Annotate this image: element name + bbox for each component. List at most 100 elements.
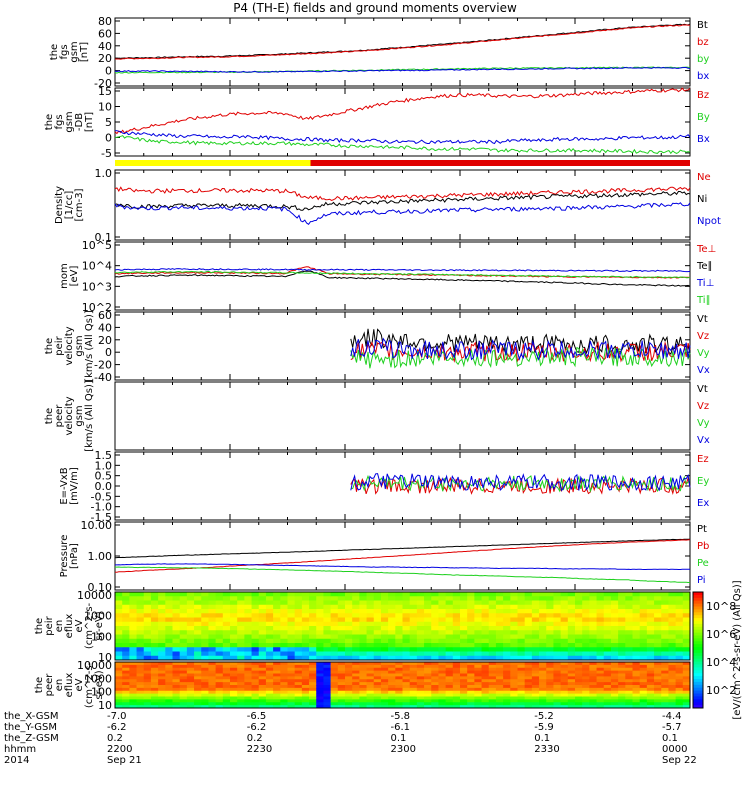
heatmap-cell — [546, 673, 554, 677]
heatmap-cell — [208, 621, 217, 627]
heatmap-cell — [654, 630, 662, 635]
colorbar-swatch — [693, 597, 703, 602]
heatmap-cell — [474, 638, 483, 644]
heatmap-cell — [352, 613, 360, 618]
heatmap-cell — [575, 643, 583, 648]
heatmap-cell — [618, 696, 626, 700]
heatmap-cell — [330, 662, 339, 666]
heatmap-cell — [230, 643, 238, 648]
heatmap-cell — [539, 592, 547, 597]
heatmap-cell — [215, 670, 224, 674]
heatmap-cell — [273, 630, 281, 635]
heatmap-cell — [467, 604, 475, 610]
heatmap-cell — [531, 702, 540, 706]
legend-entry: bx — [697, 71, 709, 82]
heatmap-cell — [179, 705, 188, 709]
heatmap-cell — [366, 609, 375, 614]
heatmap-cell — [553, 626, 562, 631]
y-tick-label: 0 — [105, 132, 112, 145]
heatmap-cell — [230, 690, 238, 695]
heatmap-cell — [337, 617, 346, 623]
heatmap-cell — [675, 687, 684, 692]
heatmap-cell — [517, 693, 526, 697]
heatmap-cell — [467, 690, 475, 695]
heatmap-cell — [675, 655, 684, 661]
heatmap-cell — [589, 596, 598, 601]
heatmap-cell — [431, 638, 439, 644]
heatmap-cell — [409, 617, 418, 623]
heatmap-cell — [668, 705, 677, 709]
heatmap-cell — [452, 705, 461, 709]
heatmap-cell — [460, 647, 468, 652]
heatmap-cell — [330, 630, 339, 635]
heatmap-cell — [380, 655, 389, 661]
heatmap-cell — [352, 670, 360, 674]
heatmap-cell — [510, 687, 518, 692]
heatmap-cell — [395, 604, 403, 610]
heatmap-cell — [517, 699, 526, 703]
heatmap-cell — [474, 630, 483, 635]
heatmap-cell — [668, 696, 677, 700]
heatmap-cell — [503, 613, 511, 618]
heatmap-cell — [345, 662, 353, 666]
heatmap-cell — [115, 685, 123, 689]
heatmap-cell — [452, 596, 461, 601]
heatmap-cell — [388, 690, 396, 695]
heatmap-cell — [316, 699, 324, 703]
heatmap-cell — [388, 664, 396, 669]
heatmap-cell — [186, 617, 195, 623]
heatmap-cell — [222, 690, 231, 695]
heatmap-cell — [316, 702, 324, 706]
heatmap-cell — [237, 685, 245, 689]
y-tick-label: 20 — [98, 52, 112, 65]
heatmap-cell — [460, 621, 468, 627]
heatmap-cell — [150, 592, 159, 597]
heatmap-cell — [380, 693, 389, 697]
heatmap-cell — [610, 617, 619, 623]
heatmap-cell — [575, 693, 583, 697]
legend-entry: Ez — [697, 454, 709, 465]
y-axis-label: sr-eV) — [94, 611, 105, 640]
heatmap-cell — [481, 651, 490, 657]
heatmap-cell — [639, 647, 648, 652]
heatmap-cell — [129, 626, 138, 631]
colorbar-swatch — [693, 606, 703, 610]
heatmap-cell — [452, 685, 461, 689]
heatmap-cell — [244, 699, 253, 703]
heatmap-cell — [273, 696, 281, 700]
heatmap-cell — [359, 676, 368, 680]
y-tick-label: -0.5 — [91, 490, 112, 503]
heatmap-cell — [567, 679, 576, 683]
heatmap-cell — [388, 702, 396, 706]
heatmap-cell — [222, 604, 231, 610]
heatmap-cell — [661, 630, 669, 635]
heatmap-cell — [251, 690, 260, 695]
heatmap-cell — [395, 592, 403, 597]
y-axis-label: Density — [54, 186, 65, 224]
heatmap-cell — [352, 604, 360, 610]
legend-entry: Ey — [697, 476, 709, 487]
heatmap-cell — [438, 596, 447, 601]
heatmap-cell — [424, 685, 432, 689]
heatmap-cell — [337, 651, 346, 657]
heatmap-cell — [265, 685, 274, 689]
heatmap-cell — [409, 626, 418, 631]
heatmap-cell — [474, 634, 483, 640]
heatmap-cell — [122, 604, 130, 610]
legend-entry: Vz — [697, 331, 709, 342]
heatmap-cell — [445, 705, 454, 709]
heatmap-cell — [136, 626, 145, 631]
heatmap-cell — [366, 693, 375, 697]
heatmap-cell — [452, 690, 461, 695]
heatmap-cell — [531, 596, 540, 601]
heatmap-cell — [567, 693, 576, 697]
heatmap-cell — [222, 592, 231, 597]
heatmap-cell — [129, 647, 138, 652]
y-tick-label: 0.1 — [95, 231, 113, 244]
heatmap-cell — [388, 655, 396, 661]
heatmap-cell — [560, 690, 569, 695]
heatmap-cell — [122, 626, 130, 631]
y-tick-label: 10^3 — [82, 280, 112, 293]
heatmap-cell — [416, 685, 425, 689]
heatmap-cell — [682, 685, 691, 689]
